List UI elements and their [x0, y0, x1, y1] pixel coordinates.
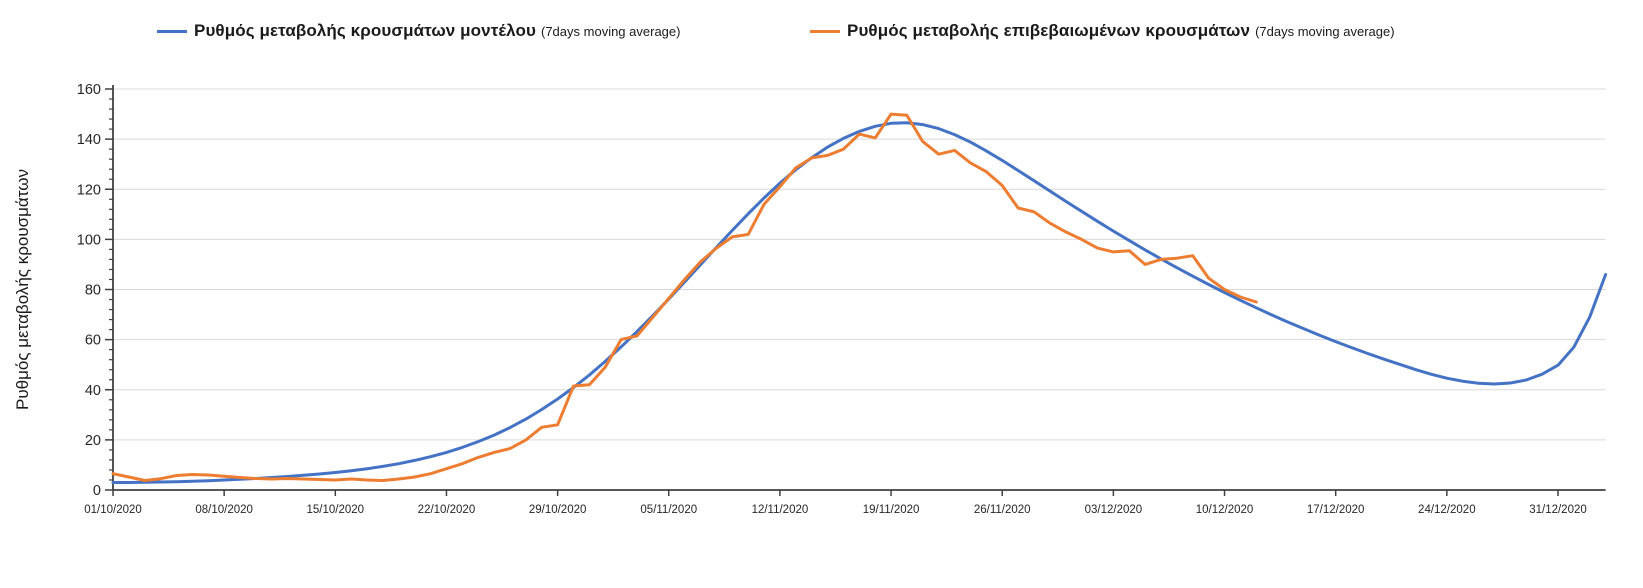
legend-sublabel-model: (7days moving average) [541, 23, 681, 39]
legend-label-confirmed: Ρυθμός μεταβολής επιβεβαιωμένων κρουσμάτ… [847, 21, 1251, 40]
legend-item-confirmed: Ρυθμός μεταβολής επιβεβαιωμένων κρουσμάτ… [810, 21, 1395, 41]
y-tick-label: 20 [85, 433, 101, 449]
x-tick-label: 15/10/2020 [307, 504, 365, 516]
legend-item-model: Ρυθμός μεταβολής κρουσμάτων μοντέλου (7d… [157, 21, 680, 41]
y-axis-title: Ρυθμός μεταβολής κρουσμάτων [13, 169, 32, 410]
model-line-swatch [157, 29, 187, 33]
legend-sublabel-confirmed: (7days moving average) [1255, 23, 1395, 39]
x-tick-label: 08/10/2020 [195, 504, 253, 516]
x-tick-label: 24/12/2020 [1418, 504, 1476, 516]
series-line-confirmed [111, 112, 1258, 482]
y-tick-label: 120 [77, 182, 101, 198]
y-tick-label: 0 [93, 483, 101, 499]
confirmed-line-swatch [810, 29, 840, 33]
x-tick-label: 22/10/2020 [418, 504, 476, 516]
x-tick-label: 31/12/2020 [1529, 504, 1587, 516]
y-tick-label: 60 [85, 333, 101, 349]
series-line-model [111, 121, 1608, 484]
legend-label-model: Ρυθμός μεταβολής κρουσμάτων μοντέλου [194, 21, 536, 40]
x-tick-label: 17/12/2020 [1307, 504, 1365, 516]
y-tick-label: 80 [85, 283, 101, 299]
x-tick-label: 03/12/2020 [1085, 504, 1143, 516]
y-tick-label: 100 [77, 232, 101, 248]
x-tick-label: 19/11/2020 [863, 504, 920, 516]
x-tick-label: 01/10/2020 [84, 504, 142, 516]
x-tick-label: 26/11/2020 [974, 504, 1031, 516]
x-tick-label: 29/10/2020 [529, 504, 587, 516]
x-tick-label: 12/11/2020 [752, 504, 809, 516]
y-tick-label: 160 [77, 82, 101, 98]
y-tick-label: 140 [77, 132, 101, 148]
x-tick-label: 05/11/2020 [640, 504, 697, 516]
y-tick-label: 40 [85, 383, 101, 399]
x-tick-label: 10/12/2020 [1196, 504, 1254, 516]
